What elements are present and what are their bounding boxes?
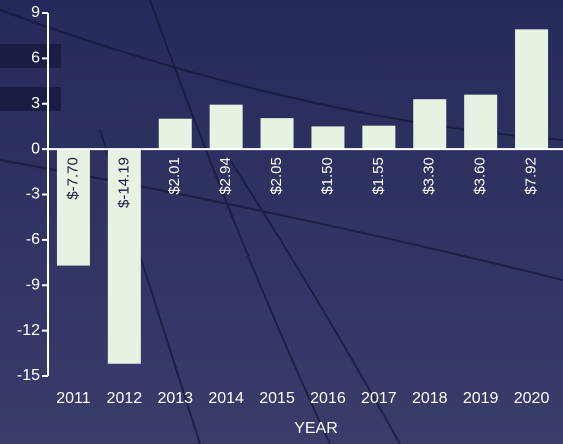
bar [362,125,396,150]
x-tick-label: 2011 [56,390,91,407]
value-label: $3.60 [472,157,489,195]
bar [56,149,90,266]
x-tick-label: 2014 [208,390,244,407]
y-tick-label: -6 [26,231,40,248]
bar [158,118,192,150]
x-tick-label: 2017 [361,390,397,407]
x-tick-label: 2012 [107,390,143,407]
bar [311,126,345,150]
bar [209,104,243,150]
y-tick-label: -15 [17,367,40,384]
y-tick-label: -9 [26,276,40,293]
bar [413,99,447,150]
bar [464,94,498,150]
y-tick-label: 3 [31,95,40,112]
value-label: $-14.19 [115,157,132,208]
bar [515,29,549,150]
value-label: $-7.70 [64,157,81,200]
value-label: $2.05 [268,157,285,195]
bar [107,149,141,364]
value-label: $7.92 [523,157,540,195]
y-tick-label: 6 [31,50,40,67]
y-tick-label: -12 [17,322,40,339]
x-axis-title: YEAR [294,420,338,437]
x-tick-label: 2015 [259,390,295,407]
x-tick-label: 2018 [412,390,448,407]
y-tick-label: 0 [31,140,40,157]
value-label: $1.55 [370,157,387,195]
value-label: $3.30 [421,157,438,195]
x-tick-label: 2013 [157,390,193,407]
bar [260,118,294,150]
y-tick-label: -3 [26,186,40,203]
x-tick-label: 2016 [310,390,346,407]
x-tick-label: 2020 [514,390,550,407]
value-label: $1.50 [319,157,336,195]
y-tick-label: 9 [31,4,40,21]
x-tick-label: 2019 [463,390,499,407]
value-label: $2.94 [217,157,234,195]
value-label: $2.01 [166,157,183,195]
